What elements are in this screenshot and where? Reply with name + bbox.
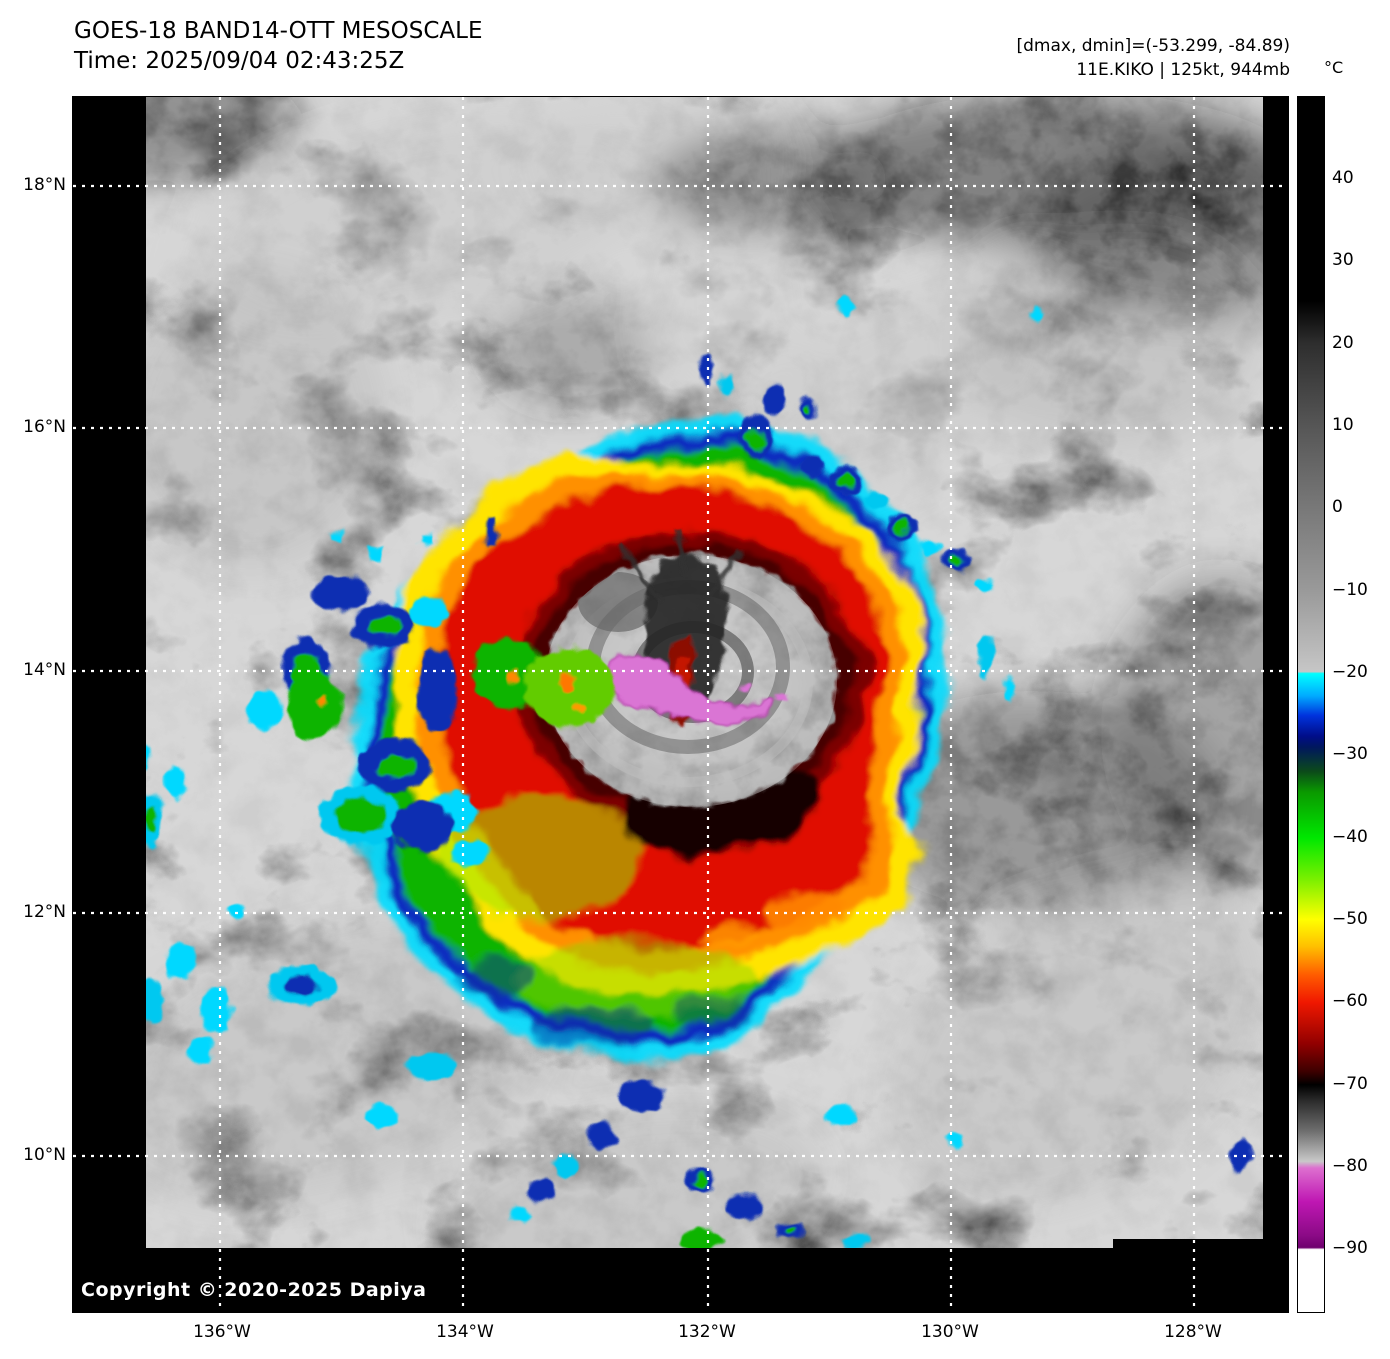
lon-tick-label: 136°W (193, 1322, 251, 1342)
colorbar-tick-label: −50 (1332, 909, 1368, 929)
temperature-colorbar (1297, 96, 1325, 1313)
lat-tick-label: 14°N (23, 660, 66, 680)
colorbar-tick-label: 20 (1332, 333, 1354, 353)
satellite-image (73, 97, 1288, 1312)
header-left: GOES-18 BAND14-OTT MESOSCALE Time: 2025/… (74, 16, 483, 76)
colorbar-tick-label: 10 (1332, 415, 1354, 435)
copyright-watermark: Copyright © 2020-2025 Dapiya (81, 1279, 427, 1301)
header-right: [dmax, dmin]=(-53.299, -84.89) 11E.KIKO … (1017, 34, 1291, 82)
lon-tick-label: 134°W (436, 1322, 494, 1342)
storm-eye-region (545, 526, 837, 807)
coldest-overshoot-magenta (606, 652, 787, 725)
no-data-margins (73, 97, 1288, 1312)
colorbar-tick-label: −60 (1332, 991, 1368, 1011)
colorbar-tick-label: −80 (1332, 1156, 1368, 1176)
colorbar-tick-label: 30 (1332, 250, 1354, 270)
extrema-readout: [dmax, dmin]=(-53.299, -84.89) (1016, 36, 1291, 56)
colorbar-tick-label: −70 (1332, 1074, 1368, 1094)
colorbar-unit-label: °C (1324, 58, 1344, 77)
colorbar-tick-label: −20 (1332, 662, 1368, 682)
colorbar-tick-label: −40 (1332, 827, 1368, 847)
timestamp: Time: 2025/09/04 02:43:25Z (74, 48, 405, 74)
colorbar-tick-label: −30 (1332, 744, 1368, 764)
lon-tick-label: 132°W (678, 1322, 736, 1342)
lat-tick-label: 10°N (23, 1145, 66, 1165)
lat-tick-label: 12°N (23, 902, 66, 922)
lat-tick-label: 18°N (23, 175, 66, 195)
lat-tick-label: 16°N (23, 417, 66, 437)
convective-specks (133, 297, 1251, 1253)
colorbar-tick-label: −10 (1332, 580, 1368, 600)
lon-tick-label: 130°W (921, 1322, 979, 1342)
page-title: GOES-18 BAND14-OTT MESOSCALE (74, 18, 483, 44)
colorbar-tick-label: 40 (1332, 168, 1354, 188)
colorbar-tick-label: 0 (1332, 497, 1343, 517)
storm-info: 11E.KIKO | 125kt, 944mb (1076, 60, 1290, 80)
satellite-map: Copyright © 2020-2025 Dapiya (72, 96, 1289, 1313)
lon-tick-label: 128°W (1164, 1322, 1222, 1342)
colorbar-tick-label: −90 (1332, 1238, 1368, 1258)
